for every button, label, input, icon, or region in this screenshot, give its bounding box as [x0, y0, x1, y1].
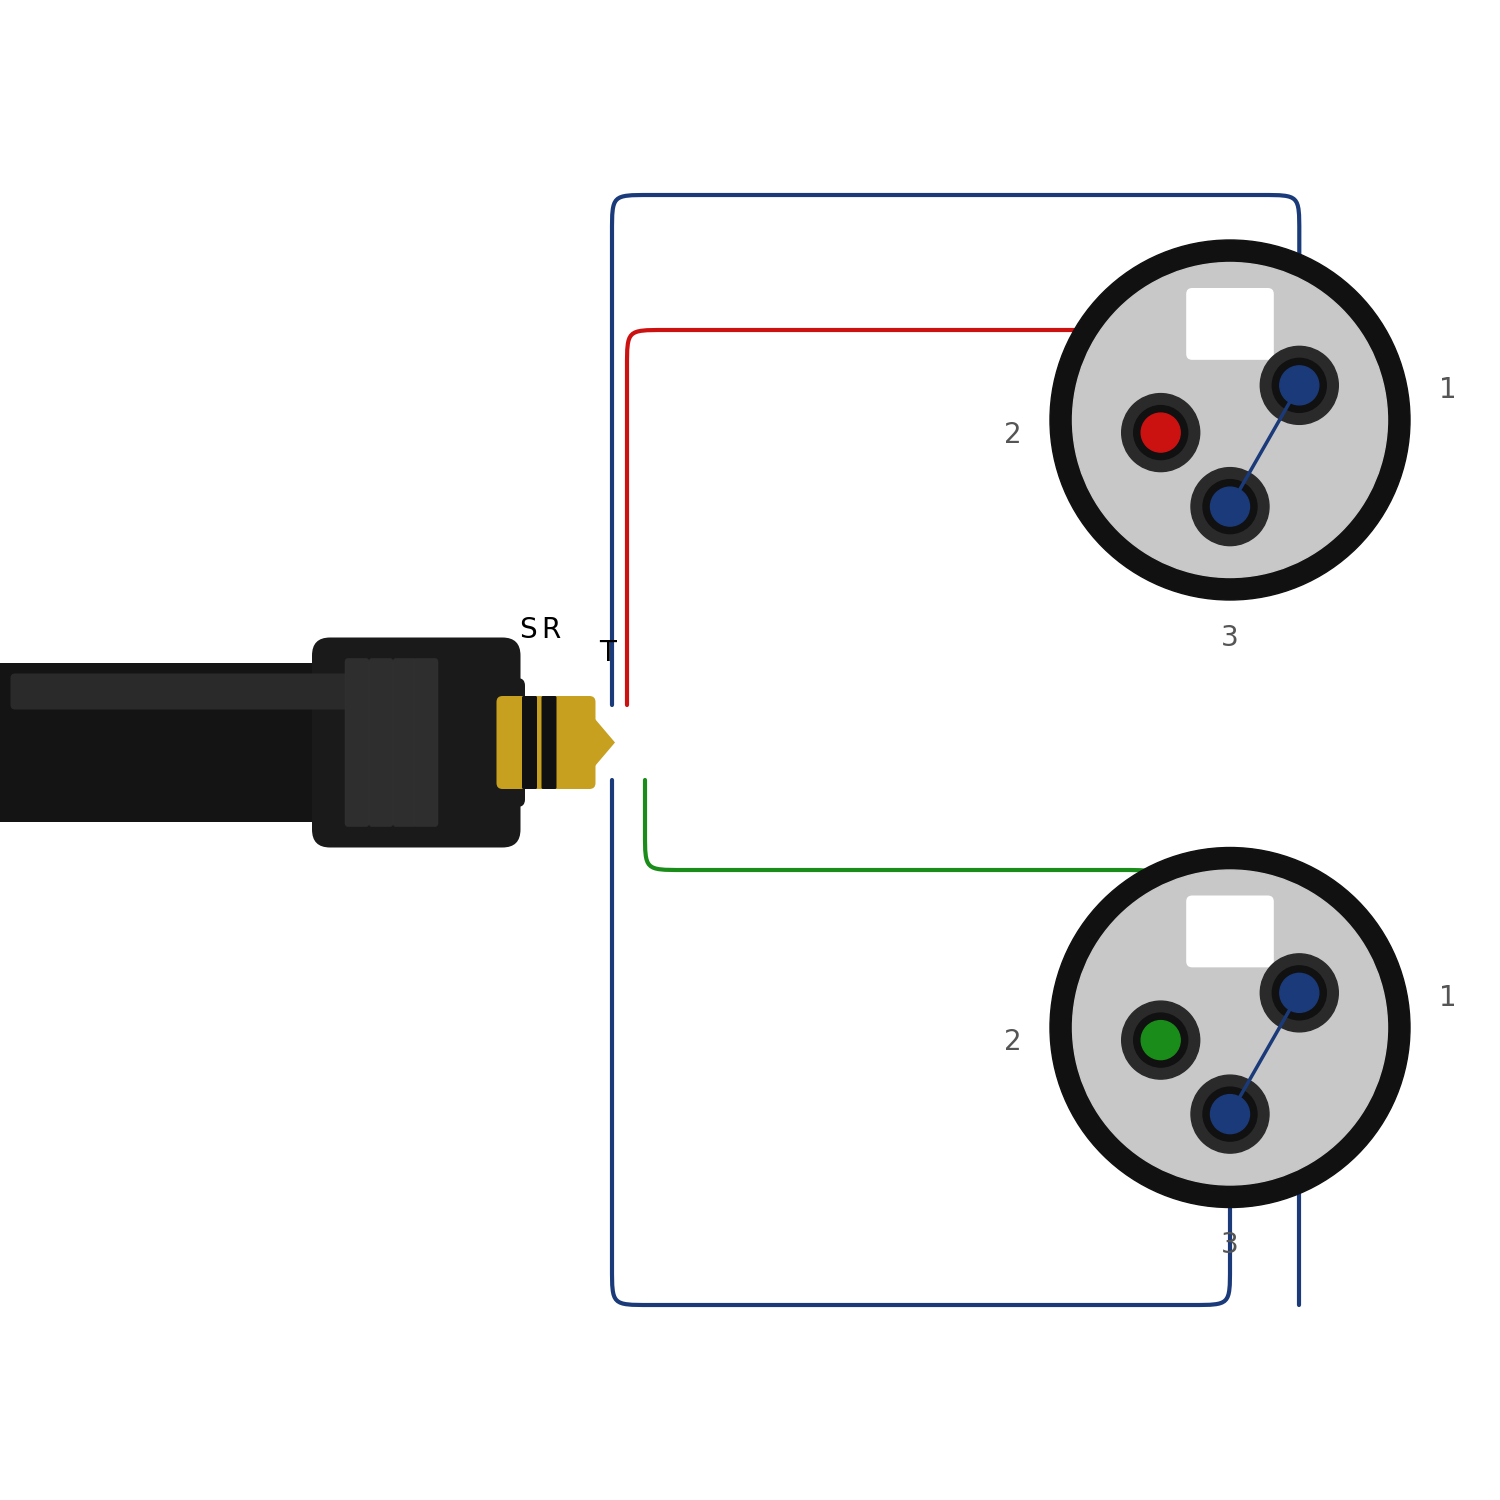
Text: S: S [519, 616, 537, 644]
Polygon shape [590, 712, 615, 772]
Circle shape [1203, 1088, 1257, 1142]
FancyBboxPatch shape [312, 638, 520, 848]
Circle shape [1191, 468, 1269, 546]
Circle shape [1134, 405, 1188, 459]
Circle shape [1280, 974, 1318, 1012]
Text: 2: 2 [1004, 1029, 1022, 1056]
Circle shape [1203, 480, 1257, 534]
Circle shape [1272, 966, 1326, 1020]
FancyBboxPatch shape [472, 678, 525, 807]
Circle shape [1260, 346, 1338, 424]
Circle shape [1050, 847, 1410, 1208]
FancyBboxPatch shape [522, 696, 537, 789]
Circle shape [1260, 954, 1338, 1032]
Circle shape [1134, 1013, 1188, 1066]
Text: R: R [542, 616, 560, 644]
FancyBboxPatch shape [369, 658, 393, 826]
Text: 2: 2 [1004, 422, 1022, 448]
Circle shape [1210, 488, 1249, 526]
Circle shape [1072, 870, 1388, 1185]
Circle shape [1142, 1020, 1180, 1059]
Text: 3: 3 [1221, 1232, 1239, 1258]
FancyBboxPatch shape [393, 658, 417, 826]
FancyBboxPatch shape [1186, 288, 1274, 360]
Circle shape [1272, 358, 1326, 413]
Circle shape [1122, 393, 1200, 471]
Text: 1: 1 [1438, 376, 1456, 404]
Circle shape [1280, 366, 1318, 405]
FancyBboxPatch shape [542, 696, 556, 789]
Circle shape [1122, 1000, 1200, 1078]
Circle shape [1191, 1076, 1269, 1154]
Circle shape [1050, 240, 1410, 600]
FancyBboxPatch shape [414, 658, 438, 826]
FancyBboxPatch shape [1186, 896, 1274, 968]
FancyBboxPatch shape [0, 663, 398, 822]
FancyBboxPatch shape [496, 696, 596, 789]
Text: T: T [598, 639, 616, 666]
Circle shape [1072, 262, 1388, 578]
Text: 3: 3 [1221, 624, 1239, 651]
FancyBboxPatch shape [10, 674, 350, 710]
Circle shape [1142, 413, 1180, 452]
Circle shape [1210, 1095, 1249, 1134]
FancyBboxPatch shape [345, 658, 369, 826]
Text: 1: 1 [1438, 984, 1456, 1011]
